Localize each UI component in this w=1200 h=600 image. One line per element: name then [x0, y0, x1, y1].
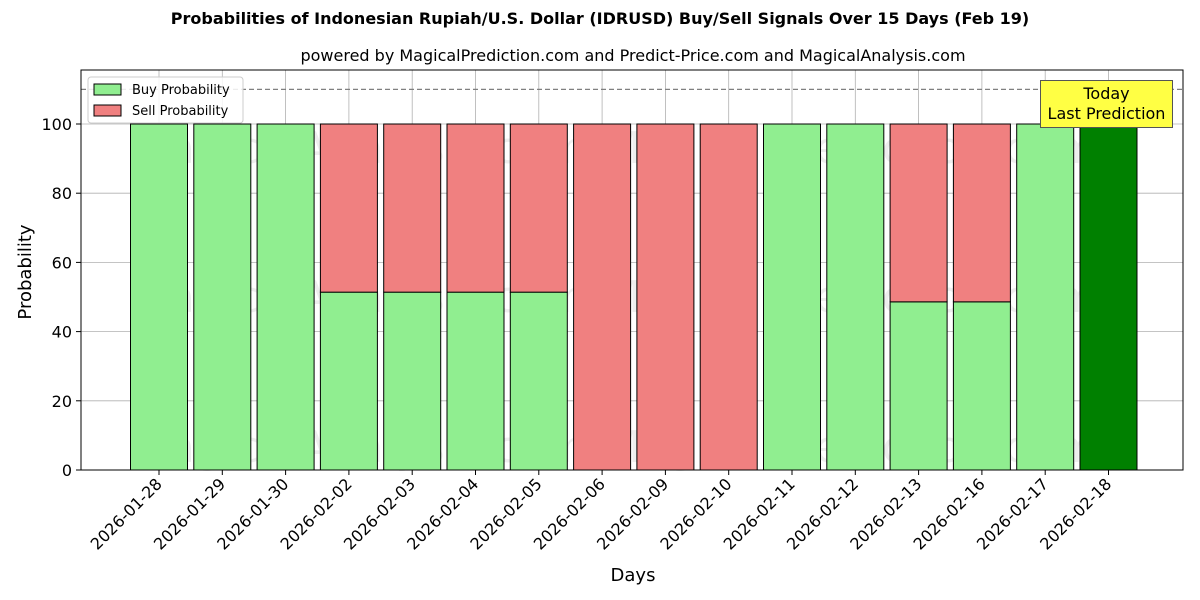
plot-frame: [80, 69, 1184, 471]
bar-buy: [256, 123, 315, 471]
bar-buy: [193, 123, 252, 471]
y-axis-label: Probability: [15, 224, 36, 319]
y-tick-label: 60: [52, 253, 72, 272]
y-tick-label: 0: [62, 461, 72, 480]
legend-sell-label: Sell Probability: [132, 104, 229, 119]
legend-buy-label: Buy Probability: [132, 83, 230, 98]
bar-buy: [383, 291, 442, 471]
chart-subtitle: powered by MagicalPrediction.com and Pre…: [300, 46, 966, 65]
today-annotation: Today Last Prediction: [1040, 80, 1173, 128]
x-axis-label: Days: [611, 565, 656, 586]
y-tick-label: 20: [52, 392, 72, 411]
legend-buy-swatch: [93, 83, 122, 96]
legend-sell-swatch: [93, 104, 122, 117]
bar-buy: [446, 291, 505, 471]
bar-buy: [130, 123, 188, 471]
y-tick-label: 80: [52, 184, 72, 203]
legend: Buy Probability Sell Probability: [87, 76, 244, 124]
y-tick-label: 40: [52, 323, 72, 342]
bars: [130, 123, 1138, 471]
bar-sell: [952, 123, 1011, 303]
y-axis-ticks: 0 20 40 60 80 100: [41, 115, 81, 480]
bar-buy: [826, 123, 885, 471]
bar-sell: [573, 123, 632, 471]
bar-buy: [1079, 123, 1138, 471]
bar-sell: [699, 123, 758, 471]
bar-sell: [636, 123, 695, 471]
bar-buy: [509, 291, 568, 471]
annotation-line-2: Last Prediction: [1047, 104, 1166, 123]
chart-title: Probabilities of Indonesian Rupiah/U.S. …: [170, 9, 1030, 28]
bar-sell: [319, 123, 378, 293]
bar-buy: [319, 291, 378, 471]
y-tick-label: 100: [41, 115, 72, 134]
x-axis-ticks: 2026-01-282026-01-292026-01-302026-02-02…: [87, 470, 1115, 554]
bar-buy: [952, 301, 1011, 471]
bar-buy: [763, 123, 821, 471]
bar-buy: [1016, 123, 1075, 471]
bar-sell: [509, 123, 568, 293]
bar-sell: [446, 123, 505, 293]
bar-buy: [889, 301, 948, 471]
annotation-line-1: Today: [1083, 84, 1130, 103]
bar-sell: [889, 123, 948, 303]
bar-sell: [383, 123, 442, 293]
